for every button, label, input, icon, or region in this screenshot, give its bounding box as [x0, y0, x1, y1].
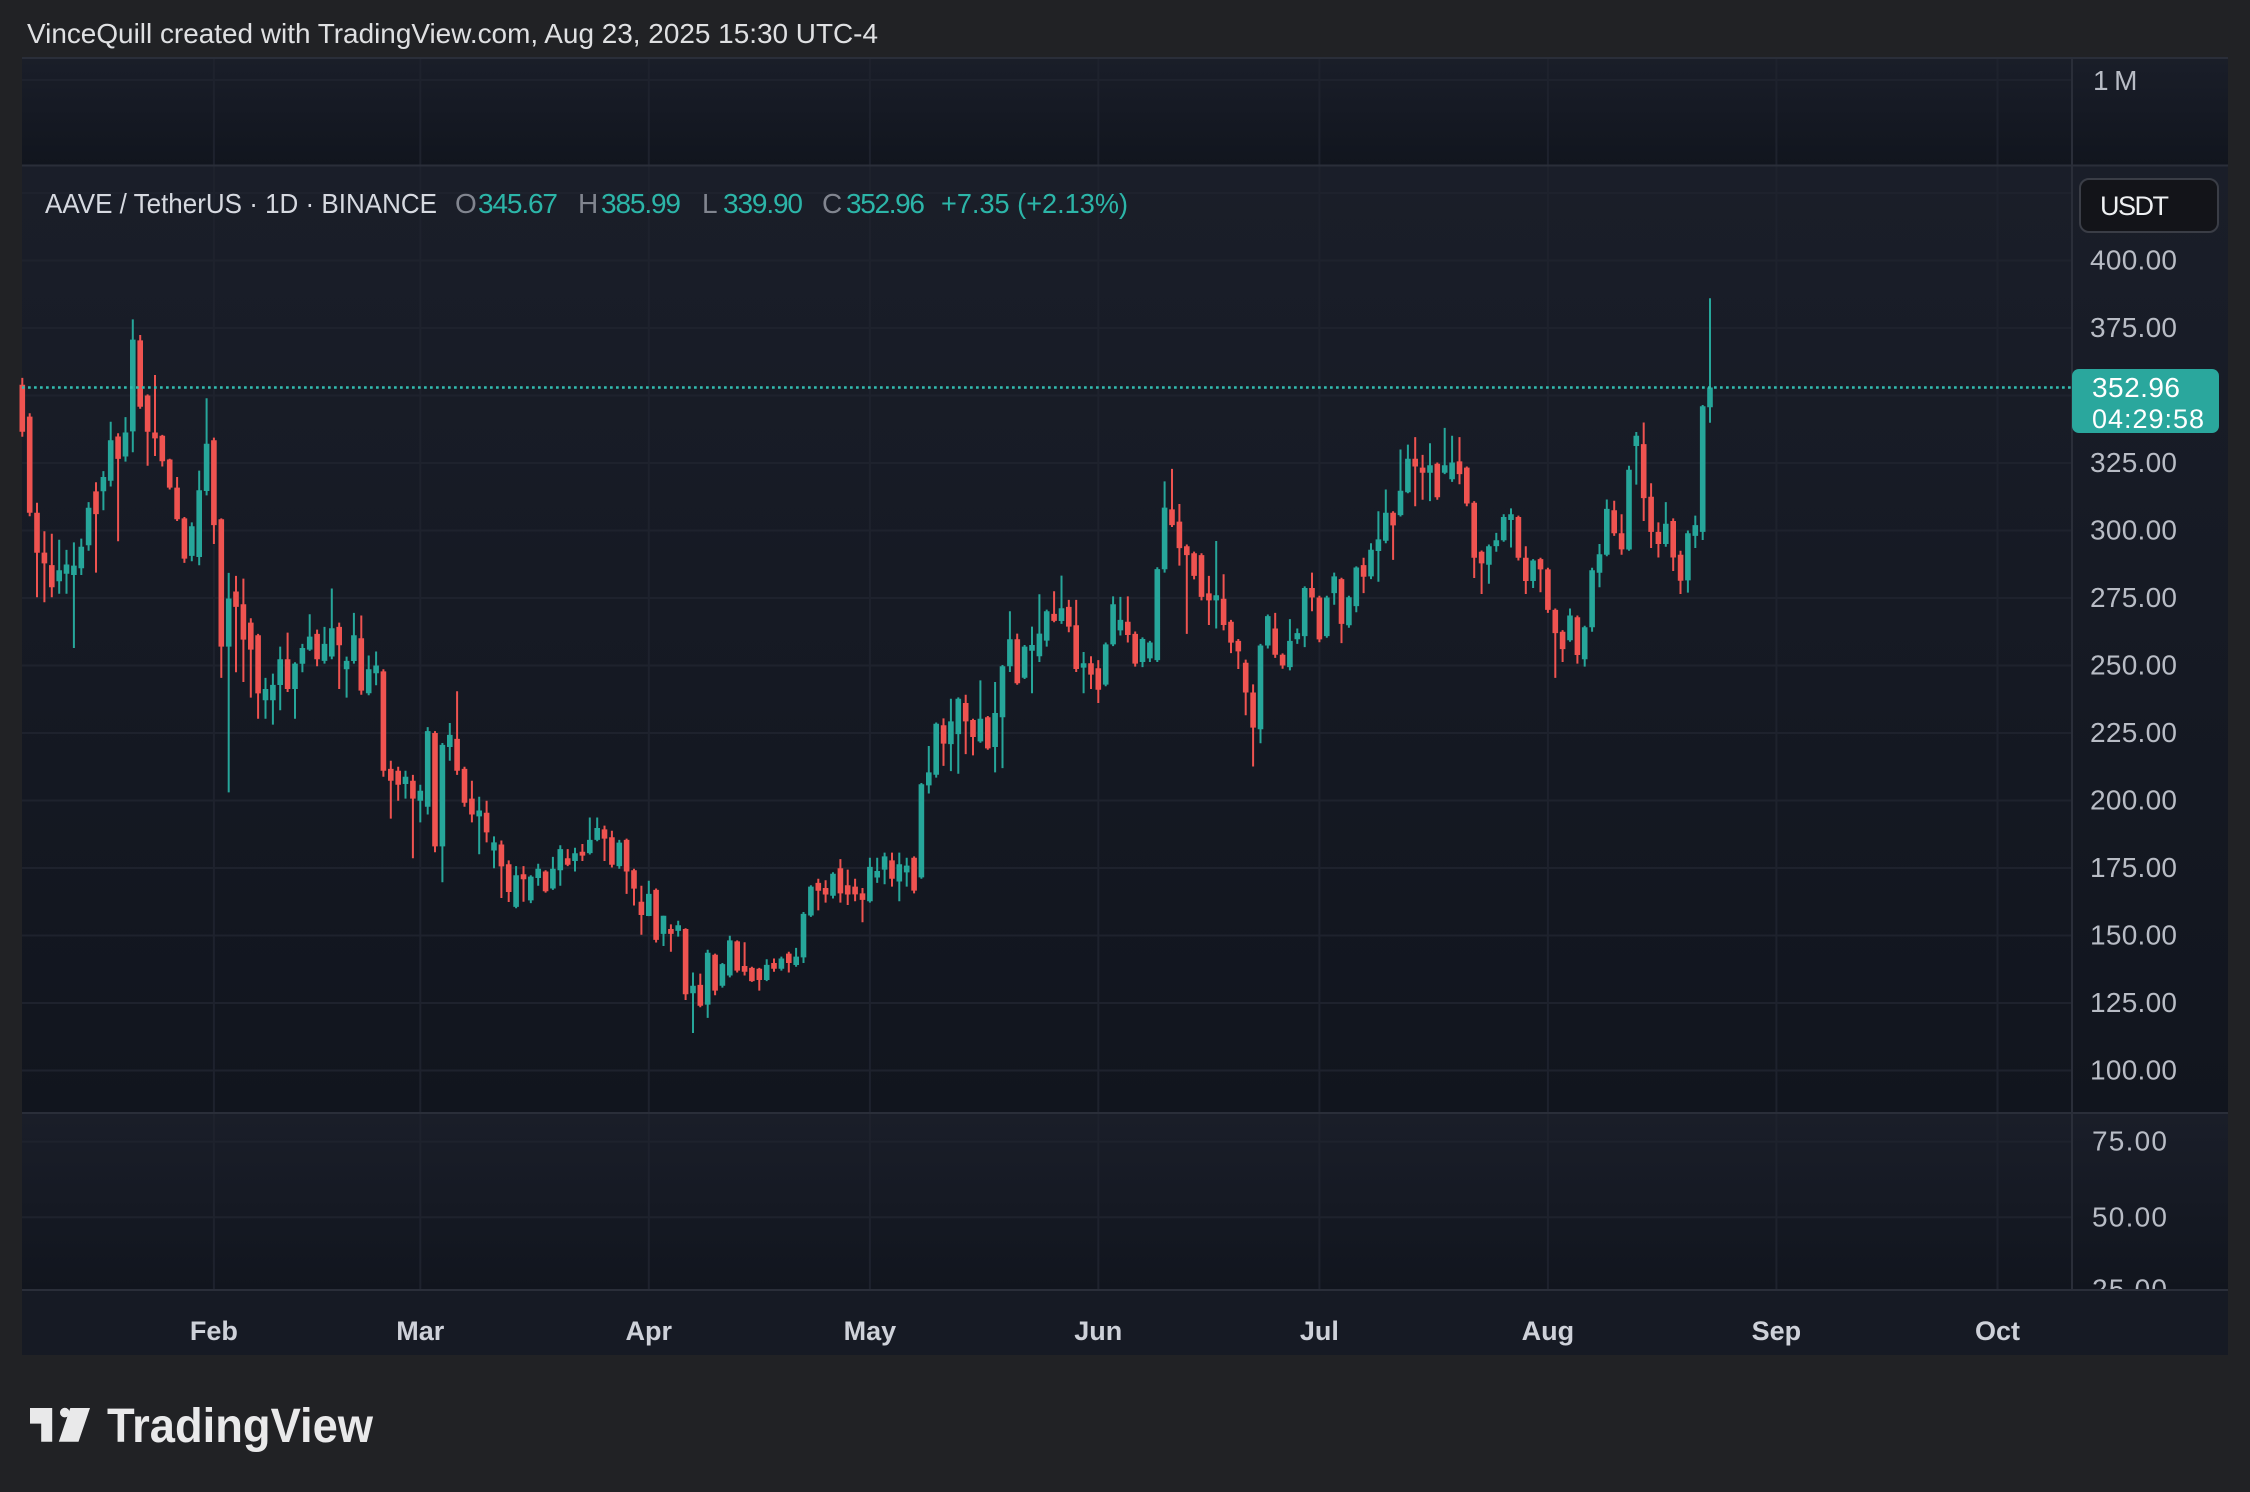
- svg-text:175.00: 175.00: [2090, 852, 2177, 883]
- svg-text:352.96: 352.96: [846, 188, 925, 219]
- svg-text:100.00: 100.00: [2090, 1055, 2177, 1086]
- svg-text:Jul: Jul: [1300, 1316, 1339, 1346]
- svg-text:May: May: [844, 1316, 897, 1346]
- svg-text:50.00: 50.00: [2092, 1201, 2167, 1232]
- svg-text:150.00: 150.00: [2090, 920, 2177, 951]
- svg-text:275.00: 275.00: [2090, 582, 2177, 613]
- svg-text:Oct: Oct: [1975, 1316, 2020, 1346]
- svg-text:O: O: [455, 188, 477, 219]
- svg-text:C: C: [822, 188, 842, 219]
- svg-text:Feb: Feb: [190, 1316, 238, 1346]
- svg-text:125.00: 125.00: [2090, 987, 2177, 1018]
- svg-text:Aug: Aug: [1522, 1316, 1574, 1346]
- svg-text:385.99: 385.99: [601, 188, 681, 219]
- svg-text:Apr: Apr: [626, 1316, 673, 1346]
- svg-text:Jun: Jun: [1074, 1316, 1122, 1346]
- svg-text:1 M: 1 M: [2093, 65, 2138, 96]
- svg-text:VinceQuill created with Tradin: VinceQuill created with TradingView.com,…: [27, 18, 878, 49]
- svg-text:USDT: USDT: [2100, 191, 2169, 221]
- svg-text:Sep: Sep: [1752, 1316, 1802, 1346]
- svg-text:04:29:58: 04:29:58: [2092, 404, 2204, 434]
- svg-text:375.00: 375.00: [2090, 312, 2177, 343]
- svg-text:L: L: [702, 188, 718, 219]
- svg-text:300.00: 300.00: [2090, 515, 2177, 546]
- svg-text:225.00: 225.00: [2090, 717, 2177, 748]
- svg-text:250.00: 250.00: [2090, 650, 2177, 681]
- svg-text:75.00: 75.00: [2092, 1126, 2167, 1157]
- svg-text:Mar: Mar: [396, 1316, 445, 1346]
- svg-text:H: H: [578, 188, 598, 219]
- svg-text:AAVE / TetherUS · 1D · BINANCE: AAVE / TetherUS · 1D · BINANCE: [45, 188, 437, 219]
- svg-text:339.90: 339.90: [723, 188, 803, 219]
- svg-text:TradingView: TradingView: [107, 1400, 374, 1453]
- svg-text:325.00: 325.00: [2090, 447, 2177, 478]
- svg-text:200.00: 200.00: [2090, 785, 2177, 816]
- svg-text:400.00: 400.00: [2090, 245, 2177, 276]
- svg-text:352.96: 352.96: [2092, 372, 2180, 403]
- svg-text:345.67: 345.67: [478, 188, 558, 219]
- svg-text:+7.35 (+2.13%): +7.35 (+2.13%): [941, 188, 1128, 219]
